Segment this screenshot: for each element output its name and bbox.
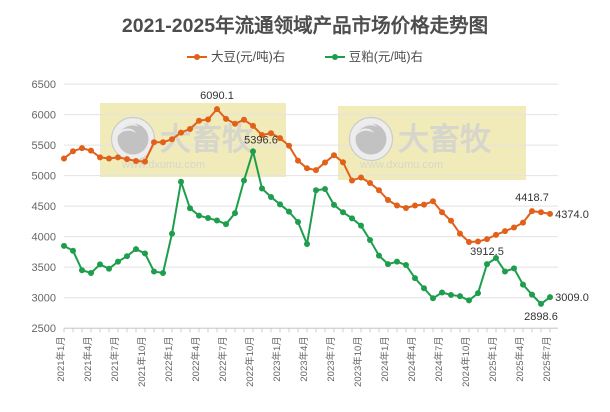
svg-text:2025年4月: 2025年4月 [514,336,526,381]
svg-text:2025年7月: 2025年7月 [541,336,553,381]
svg-text:2023年1月: 2023年1月 [271,336,283,381]
svg-text:2021年7月: 2021年7月 [109,336,121,381]
svg-text:5396.6: 5396.6 [244,134,278,146]
svg-text:2021年1月: 2021年1月 [55,336,67,381]
svg-text:2022年10月: 2022年10月 [244,336,256,387]
svg-text:3500: 3500 [32,262,56,274]
svg-text:6090.1: 6090.1 [200,90,234,102]
svg-text:2025年1月: 2025年1月 [487,336,499,381]
svg-text:6000: 6000 [32,110,56,122]
svg-text:2022年1月: 2022年1月 [163,336,175,381]
svg-text:大畜牧: 大畜牧 [398,122,492,157]
svg-text:3009.0: 3009.0 [555,292,589,304]
svg-text:2500: 2500 [32,323,56,335]
svg-text:2021年4月: 2021年4月 [82,336,94,381]
svg-text:2023年7月: 2023年7月 [325,336,337,381]
svg-text:4418.7: 4418.7 [515,192,549,204]
svg-text:www.dxumu.com: www.dxumu.com [359,159,443,171]
svg-text:2024年7月: 2024年7月 [433,336,445,381]
svg-text:2023年4月: 2023年4月 [298,336,310,381]
svg-text:4000: 4000 [32,232,56,244]
svg-text:5000: 5000 [32,171,56,183]
svg-text:2024年1月: 2024年1月 [379,336,391,381]
svg-text:2022年7月: 2022年7月 [217,336,229,381]
svg-text:2024年10月: 2024年10月 [460,336,472,387]
svg-text:2022年4月: 2022年4月 [190,336,202,381]
svg-text:4500: 4500 [32,201,56,213]
svg-text:2023年10月: 2023年10月 [352,336,364,387]
svg-text:5500: 5500 [32,140,56,152]
svg-text:2021年10月: 2021年10月 [136,336,148,387]
svg-text:2024年4月: 2024年4月 [406,336,418,381]
svg-text:4374.0: 4374.0 [555,209,589,221]
svg-text:6500: 6500 [32,79,56,91]
svg-text:2898.6: 2898.6 [524,311,558,323]
svg-text:3912.5: 3912.5 [470,246,504,258]
svg-text:3000: 3000 [32,293,56,305]
